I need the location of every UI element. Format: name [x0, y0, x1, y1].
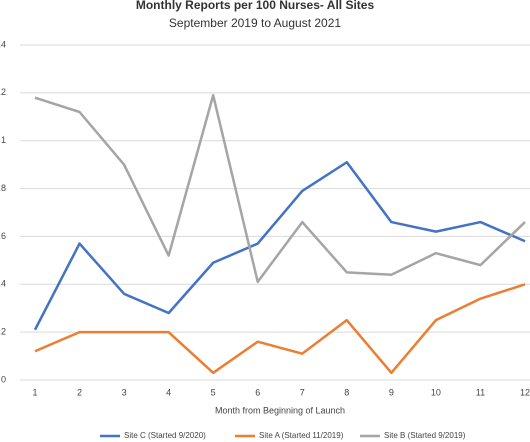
- x-tick-label: 1: [32, 387, 37, 397]
- y-tick-label: 0.6: [0, 231, 6, 241]
- x-tick-label: 5: [211, 387, 216, 397]
- legend-text: Site C (Started 9/2020): [124, 431, 206, 440]
- x-tick-label: 9: [389, 387, 394, 397]
- y-tick-label: 1: [1, 135, 6, 145]
- x-tick-label: 8: [344, 387, 349, 397]
- y-tick-label: 0: [1, 374, 6, 384]
- x-tick-label: 11: [476, 387, 485, 397]
- y-tick-label: 0.4: [0, 279, 6, 289]
- y-tick-label: 1.2: [0, 87, 6, 97]
- legend-text: Site B (Started 9/2019): [384, 431, 466, 440]
- x-tick-label: 4: [166, 387, 171, 397]
- x-tick-label: 6: [255, 387, 260, 397]
- series-line: [34, 94, 526, 284]
- y-tick-label: 0.8: [0, 183, 6, 193]
- x-tick-label: 3: [122, 387, 127, 397]
- series-line: [33, 161, 526, 331]
- x-tick-label: 7: [300, 387, 305, 397]
- x-axis-label: Month from Beginning of Launch: [215, 405, 345, 415]
- x-tick-label: 10: [431, 387, 441, 397]
- chart-subtitle: September 2019 to August 2021: [169, 16, 341, 30]
- chart-title: Monthly Reports per 100 Nurses- All Site…: [136, 0, 375, 12]
- x-tick-label: 12: [520, 387, 530, 397]
- y-tick-label: 1.4: [0, 39, 6, 49]
- y-tick-label: 0.2: [0, 327, 6, 337]
- x-tick-label: 2: [77, 387, 82, 397]
- legend-text: Site A (Started 11/2019): [259, 431, 344, 440]
- series-line: [34, 283, 526, 375]
